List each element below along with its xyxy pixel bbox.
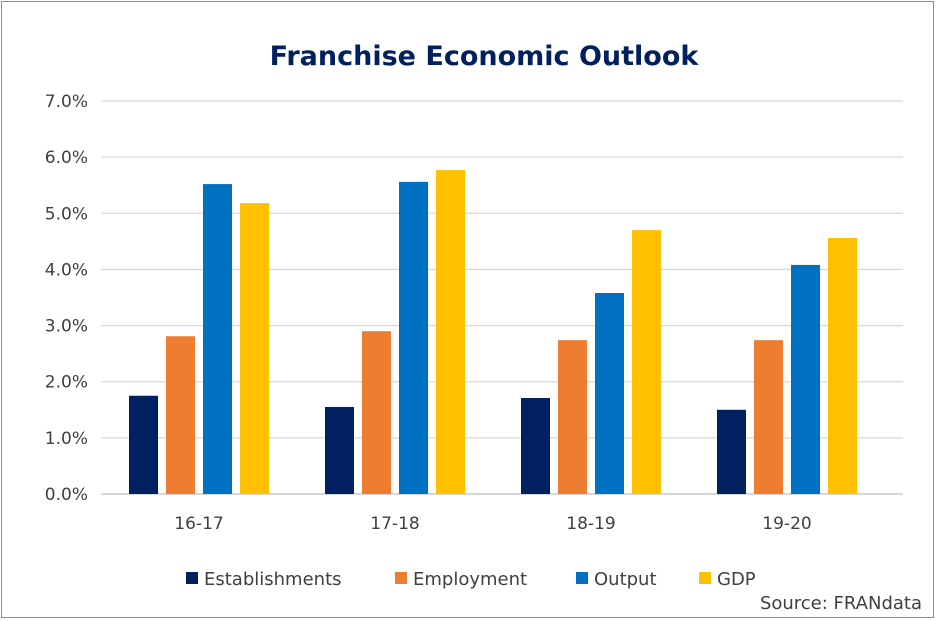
bar-gdp-16-17 (240, 203, 269, 494)
bar-employment-17-18 (362, 331, 391, 494)
bar-gdp-17-18 (436, 170, 465, 494)
y-tick-label: 0.0% (45, 485, 88, 505)
x-tick-label: 19-20 (762, 514, 811, 534)
legend-swatch-employment (395, 572, 407, 584)
y-tick-label: 5.0% (45, 204, 88, 224)
x-tick-label: 16-17 (174, 514, 223, 534)
bar-output-16-17 (203, 184, 232, 494)
y-tick-label: 4.0% (45, 260, 88, 280)
bar-output-18-19 (595, 293, 624, 494)
y-tick-label: 1.0% (45, 429, 88, 449)
legend-swatch-output (576, 572, 588, 584)
y-tick-label: 2.0% (45, 373, 88, 393)
y-tick-label: 6.0% (45, 148, 88, 168)
bar-output-19-20 (791, 264, 820, 494)
legend-label-gdp: GDP (717, 569, 756, 590)
x-tick-label: 17-18 (370, 514, 419, 534)
chart-title: Franchise Economic Outlook (270, 41, 700, 72)
y-tick-label: 3.0% (45, 317, 88, 337)
bar-establishments-16-17 (129, 395, 158, 494)
bar-employment-18-19 (558, 340, 587, 494)
legend-swatch-gdp (699, 572, 711, 584)
bar-gdp-18-19 (632, 230, 661, 494)
bar-employment-16-17 (166, 336, 195, 494)
bar-establishments-19-20 (717, 409, 746, 494)
legend-label-establishments: Establishments (204, 569, 342, 590)
bar-establishments-18-19 (521, 397, 550, 494)
bar-output-17-18 (399, 181, 428, 495)
legend-label-output: Output (594, 569, 657, 590)
y-tick-label: 7.0% (45, 92, 88, 112)
bar-employment-19-20 (754, 340, 783, 494)
x-tick-label: 18-19 (566, 514, 615, 534)
source-note: Source: FRANdata (760, 593, 922, 614)
legend-label-employment: Employment (413, 569, 527, 590)
bar-establishments-17-18 (325, 406, 354, 494)
bar-gdp-19-20 (828, 237, 857, 494)
legend-swatch-establishments (186, 572, 198, 584)
